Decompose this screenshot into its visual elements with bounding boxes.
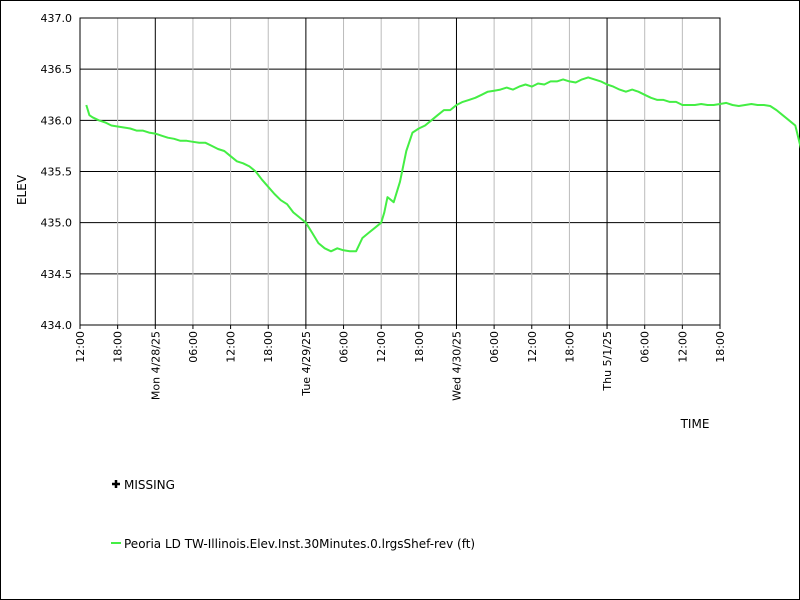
legend-missing: MISSING <box>112 478 175 492</box>
x-tick-label: 12:00 <box>526 331 539 363</box>
y-tick-label: 436.5 <box>41 63 73 76</box>
x-tick-label: 06:00 <box>639 331 652 363</box>
series-line <box>85 76 800 253</box>
y-tick-label: 435.5 <box>41 166 73 179</box>
x-tick-label: 18:00 <box>112 331 125 363</box>
x-tick-label: 18:00 <box>413 331 426 363</box>
x-tick-label: Thu 5/1/25 <box>601 331 614 392</box>
x-tick-label: Wed 4/30/25 <box>450 331 463 401</box>
x-tick-label: 12:00 <box>375 331 388 363</box>
legend-missing-label: MISSING <box>124 478 175 492</box>
y-tick-label: 434.0 <box>41 319 73 332</box>
x-axis-ticks: 12:00 18:00 Mon 4/28/25 06:00 12:00 18:00 Tue … <box>74 325 727 401</box>
legend-series: Peoria LD TW-Illinois.Elev.Inst.30Minute… <box>111 537 475 551</box>
x-tick-label: Tue 4/29/25 <box>300 331 313 397</box>
x-axis-label: TIME <box>680 417 710 431</box>
x-tick-label: 18:00 <box>563 331 576 363</box>
missing-marker-icon <box>112 480 120 488</box>
x-tick-label: Mon 4/28/25 <box>149 331 162 400</box>
x-tick-label: 12:00 <box>676 331 689 363</box>
x-tick-label: 12:00 <box>225 331 238 363</box>
y-axis-ticks: 437.0 436.5 436.0 435.5 435.0 434.5 434.0 <box>41 12 73 332</box>
y-tick-label: 434.5 <box>41 268 73 281</box>
series-layer <box>85 76 800 253</box>
x-tick-label: 06:00 <box>488 331 501 363</box>
x-tick-label: 18:00 <box>714 331 727 363</box>
y-tick-label: 435.0 <box>41 217 73 230</box>
x-tick-label: 12:00 <box>74 331 87 363</box>
x-tick-label: 06:00 <box>338 331 351 363</box>
y-tick-label: 436.0 <box>41 114 73 127</box>
y-axis-label: ELEV <box>15 174 29 205</box>
y-tick-label: 437.0 <box>41 12 73 25</box>
plot-area <box>79 17 721 326</box>
x-tick-label: 18:00 <box>262 331 275 363</box>
x-tick-label: 06:00 <box>187 331 200 363</box>
gridlines <box>80 18 720 325</box>
legend-series-label: Peoria LD TW-Illinois.Elev.Inst.30Minute… <box>124 537 475 551</box>
